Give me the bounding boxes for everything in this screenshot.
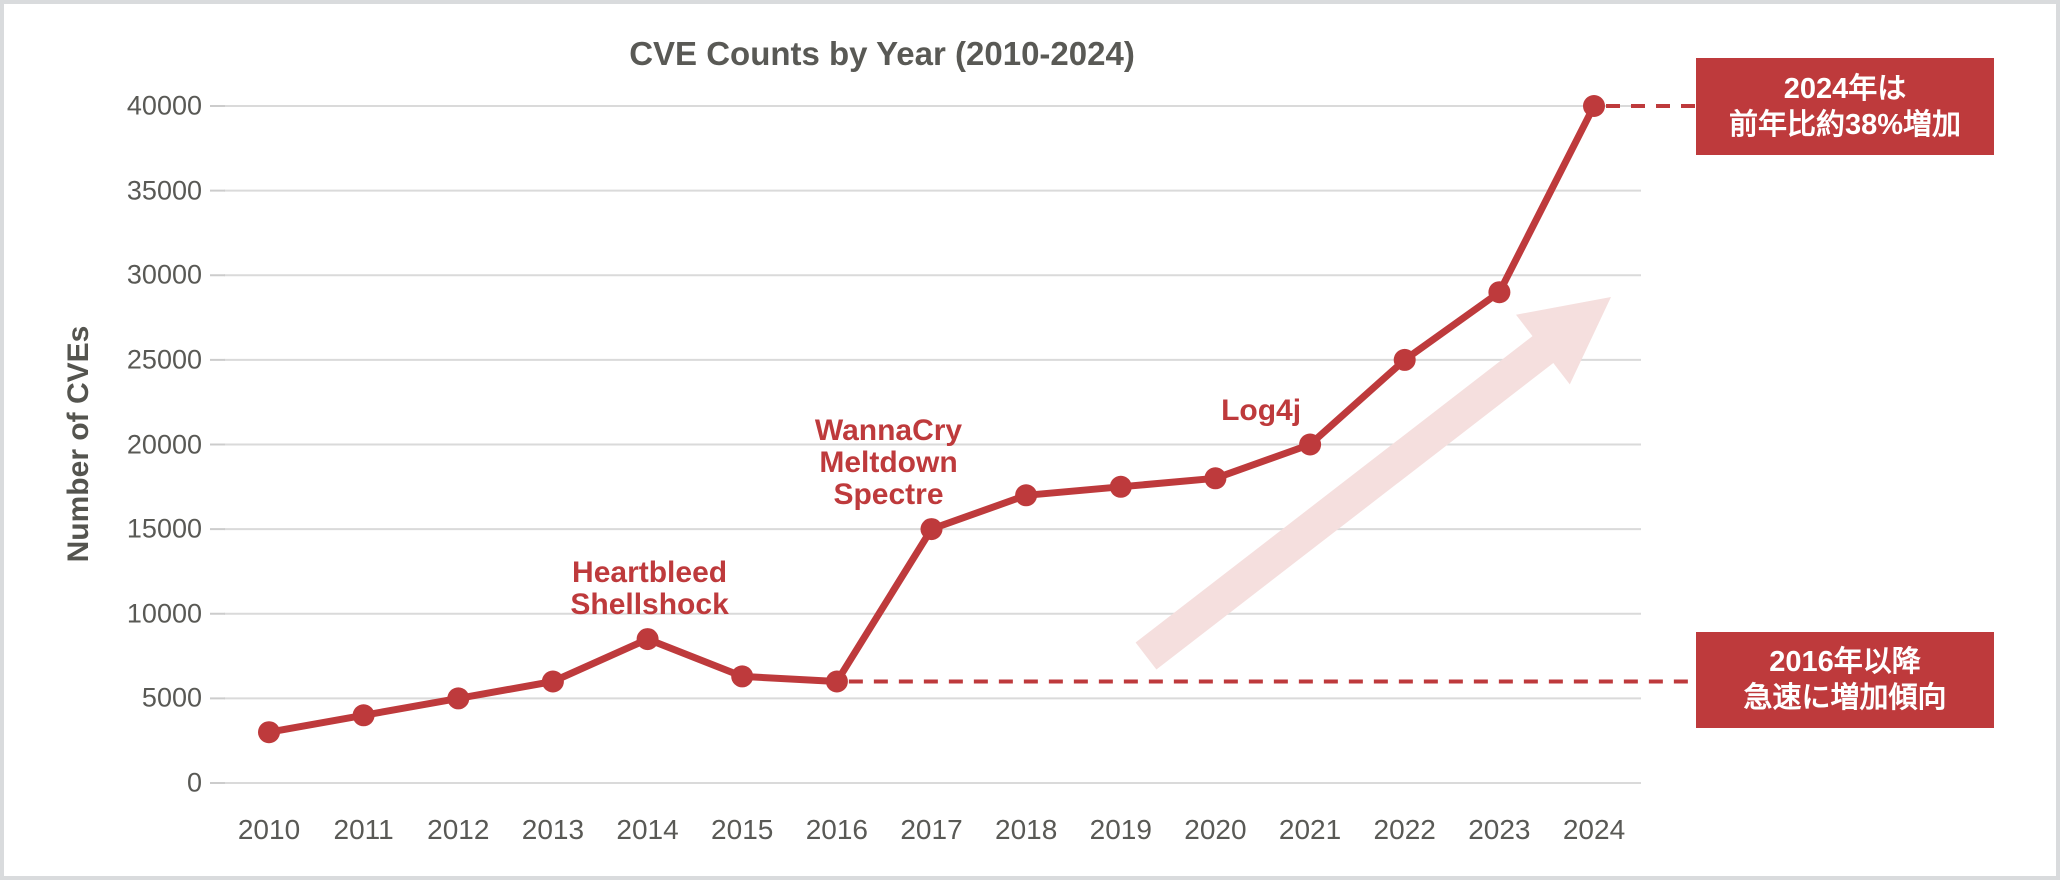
callout-2024-increase: 2024年は 前年比約38%増加 (1696, 58, 1994, 155)
cve-line-chart (210, 95, 1696, 784)
y-tick-marks (210, 105, 225, 784)
callout-2024-line2: 前年比約38%増加 (1728, 108, 1962, 141)
annotation-line: WannaCry (814, 414, 963, 448)
data-point-2011 (352, 704, 375, 727)
data-point-2024 (1583, 95, 1605, 117)
x-tick-2020: 2020 (1184, 814, 1247, 845)
callout-2016-trend: 2016年以降 急速に増加傾向 (1696, 632, 1994, 728)
annotation-line: Heartbleed (572, 556, 728, 590)
y-tick-5000: 5000 (141, 682, 202, 713)
annotation-wannacry: WannaCry Meltdown Spectre (815, 415, 962, 511)
data-point-2017 (920, 518, 943, 541)
data-point-2018 (1015, 484, 1038, 507)
x-tick-2017: 2017 (900, 814, 963, 845)
x-tick-2013: 2013 (521, 814, 585, 845)
x-tick-2021: 2021 (1278, 814, 1342, 845)
callout-2016-line1: 2016年以降 (1769, 646, 1921, 678)
x-tick-2014: 2014 (616, 814, 679, 845)
data-point-2016 (825, 670, 848, 693)
data-point-2019 (1109, 475, 1132, 498)
data-point-2014 (636, 628, 659, 651)
annotation-log4j: Log4j (1221, 393, 1302, 427)
x-tick-2024: 2024 (1562, 814, 1626, 845)
data-point-2010 (258, 721, 280, 744)
data-point-2013 (541, 670, 564, 693)
x-tick-2022: 2022 (1373, 814, 1436, 845)
x-tick-2010: 2010 (237, 814, 301, 845)
x-tick-2011: 2011 (333, 814, 394, 845)
callout-2016-line2: 急速に増加傾向 (1743, 682, 1947, 714)
y-tick-35000: 35000 (126, 175, 202, 206)
y-tick-25000: 25000 (126, 344, 202, 375)
x-tick-2019: 2019 (1089, 814, 1152, 845)
callout-2024-line1: 2024年は (1783, 72, 1907, 105)
x-tick-2018: 2018 (994, 814, 1058, 845)
annotation-line: Shellshock (570, 588, 729, 622)
annotation-heartbleed: Heartbleed Shellshock (570, 557, 728, 621)
y-tick-0: 0 (186, 767, 202, 798)
x-tick-2023: 2023 (1468, 814, 1531, 845)
x-tick-2016: 2016 (805, 814, 868, 845)
x-tick-2015: 2015 (711, 814, 774, 845)
data-point-2012 (447, 687, 470, 710)
chart-title: CVE Counts by Year (2010-2024) (629, 35, 1135, 72)
data-point-2023 (1488, 281, 1511, 304)
annotation-line: Log4j (1221, 393, 1302, 427)
y-tick-15000: 15000 (126, 513, 202, 544)
data-point-2022 (1393, 348, 1416, 371)
trend-arrow (1135, 297, 1611, 670)
y-tick-30000: 30000 (126, 259, 202, 290)
x-tick-2012: 2012 (427, 814, 490, 845)
y-tick-20000: 20000 (126, 429, 202, 459)
annotation-line: Spectre (833, 478, 944, 512)
data-point-2021 (1299, 433, 1322, 456)
y-tick-40000: 40000 (126, 90, 202, 121)
data-point-2015 (731, 665, 754, 688)
data-points (258, 95, 1605, 744)
annotation-line: Meltdown (819, 446, 958, 480)
y-tick-10000: 10000 (126, 598, 202, 629)
data-point-2020 (1204, 467, 1227, 490)
